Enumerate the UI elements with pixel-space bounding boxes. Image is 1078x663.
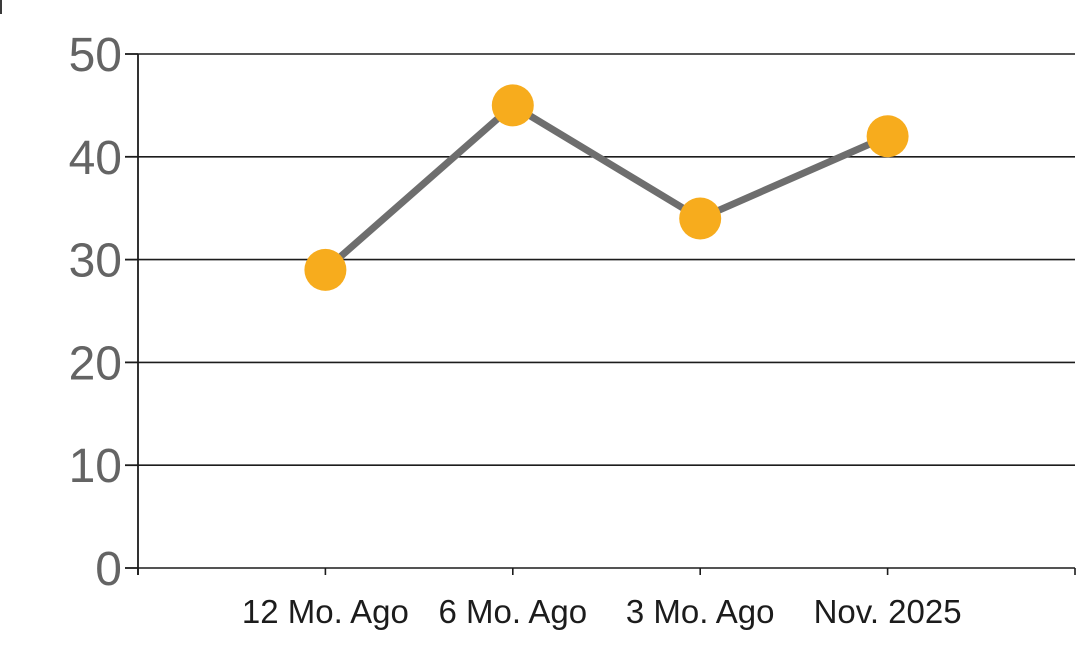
y-axis-tick-label: 20 — [69, 337, 122, 390]
y-axis-tick-label: 10 — [69, 440, 122, 493]
data-point-marker — [866, 115, 909, 158]
series-line — [321, 101, 892, 274]
x-axis-category-label: 6 Mo. Ago — [438, 593, 587, 630]
x-axis-category-label: 12 Mo. Ago — [242, 593, 409, 630]
edge-artifact — [0, 0, 2, 14]
x-axis-category-label: 3 Mo. Ago — [626, 593, 775, 630]
y-axis-tick-label: 30 — [69, 235, 122, 288]
y-axis-tick-label: 50 — [69, 29, 122, 82]
data-point-marker — [491, 84, 534, 127]
data-point-marker — [304, 248, 347, 291]
y-axis-tick-label: 0 — [95, 543, 122, 596]
y-axis-tick-label: 40 — [69, 132, 122, 185]
data-point-marker — [679, 197, 722, 240]
x-axis-category-label: Nov. 2025 — [814, 593, 962, 630]
